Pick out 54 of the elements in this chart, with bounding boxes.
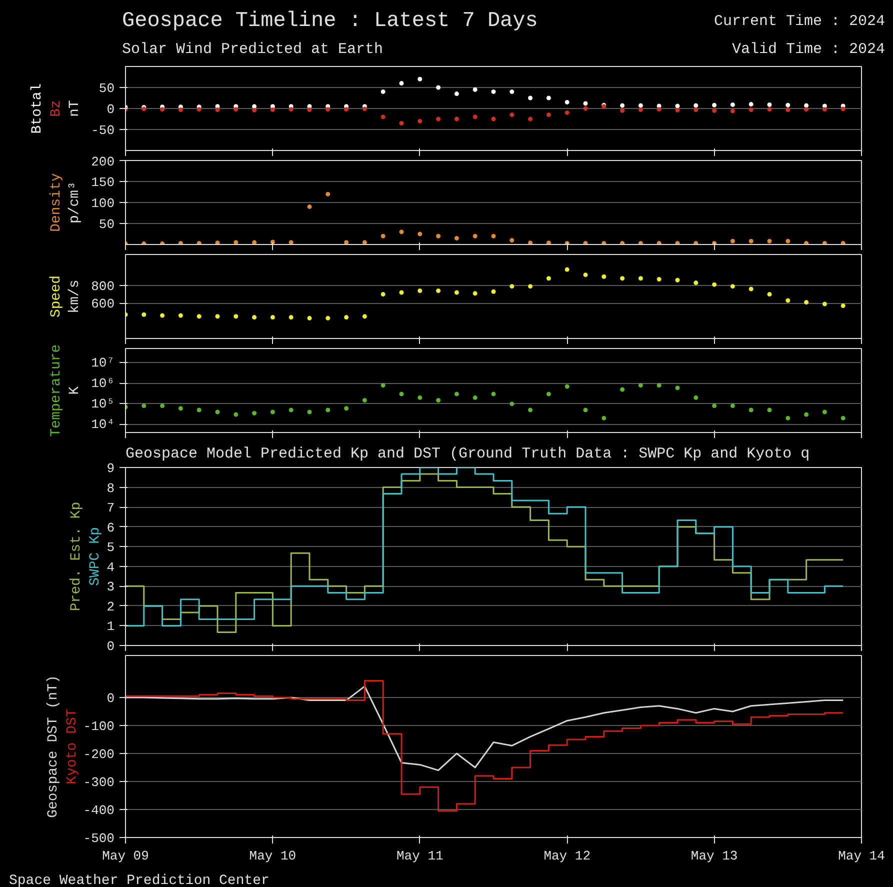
chart-title: Geospace Timeline : Latest 7 Days — [122, 9, 538, 35]
y-tick-label: 7 — [106, 500, 115, 516]
y-tick-label: -500 — [83, 831, 115, 846]
y-axis-title: km/s — [67, 280, 84, 314]
text: Valid Time : 2024 — [730, 40, 885, 60]
y-tick-label: 6 — [106, 520, 115, 536]
y-tick-label: 10⁷ — [91, 355, 114, 370]
y-tick-label: 50 — [98, 217, 115, 232]
x-tick-label: May 09 — [102, 848, 149, 864]
y-tick-label: 10⁴ — [91, 416, 114, 432]
chart-subtitle: Solar Wind Predicted at Earth — [122, 40, 384, 60]
x-tick-label: May 10 — [249, 848, 296, 864]
y-axis-title: K — [67, 386, 84, 395]
y-axis-title: nT — [67, 100, 84, 117]
y-axis-title: p/cm³ — [67, 181, 84, 224]
y-tick-label: 10⁶ — [91, 376, 114, 391]
y-tick-label: 0 — [106, 102, 115, 117]
y-tick-label: -200 — [83, 747, 115, 762]
text: Temperature — [48, 344, 64, 437]
y-tick-label: -50 — [91, 123, 114, 138]
x-tick-label: May 13 — [690, 848, 738, 864]
text: Bz — [48, 100, 64, 117]
text: Density — [48, 173, 64, 232]
y-tick-label: 600 — [91, 296, 114, 312]
x-tick-label: May 12 — [544, 848, 591, 864]
y-tick-label: 800 — [91, 278, 114, 294]
y-tick-label: 8 — [106, 480, 115, 496]
y-tick-label: -100 — [83, 719, 115, 734]
text: Current Time : 2024 — [714, 12, 885, 32]
x-tick-label: May 11 — [396, 848, 444, 864]
text: Pred. Est. Kp — [68, 502, 84, 612]
chart-title: Geospace Model Predicted Kp and DST (Ground Truth Data : SWPC Kp and Kyoto q — [126, 446, 810, 462]
y-tick-label: 2 — [106, 599, 115, 614]
y-tick-label: 10⁵ — [91, 396, 114, 412]
y-tick-label: -300 — [83, 775, 115, 790]
text: SWPC Kp — [88, 527, 104, 586]
text: Btotal — [30, 83, 46, 134]
y-tick-label: 4 — [106, 560, 115, 575]
text: Geospace DST (nT) — [46, 675, 62, 818]
y-tick-label: 200 — [91, 154, 114, 170]
y-tick-label: 9 — [106, 461, 115, 476]
x-tick-label: May 14 — [838, 848, 886, 864]
y-tick-label: 3 — [106, 580, 115, 595]
text: Space Weather Prediction Center — [9, 872, 270, 887]
text: Kyoto DST — [64, 708, 80, 784]
y-tick-label: 100 — [91, 196, 114, 211]
text: Speed — [48, 275, 64, 318]
y-tick-label: 0 — [106, 639, 115, 654]
y-tick-label: 1 — [106, 619, 115, 634]
y-tick-label: -400 — [83, 803, 115, 818]
y-tick-label: 5 — [106, 540, 115, 556]
y-tick-label: 50 — [98, 81, 115, 96]
y-tick-label: 150 — [91, 175, 114, 190]
y-tick-label: 0 — [106, 691, 115, 706]
